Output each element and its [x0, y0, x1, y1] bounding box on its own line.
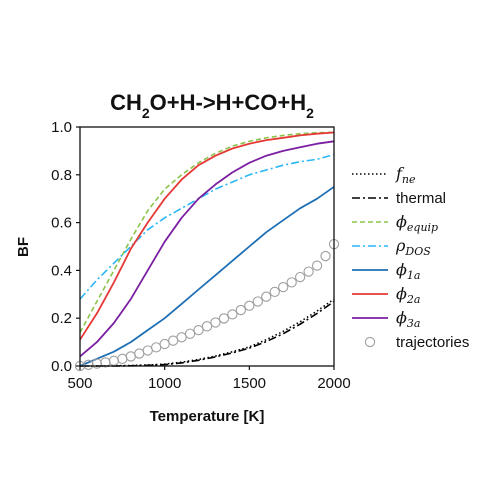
legend-phi_equip-subscript: equip	[407, 221, 438, 234]
x-tick-label: 500	[67, 375, 92, 392]
series-trajectories-point	[269, 286, 280, 298]
y-tick-label: 1.0	[51, 119, 72, 136]
title-sub2: 2	[306, 105, 314, 121]
legend-rho_dos-label: ρDOS	[395, 236, 431, 258]
series-trajectories-point	[218, 313, 230, 324]
y-tick-label: 0.2	[51, 310, 72, 327]
y-tick-label: 0.4	[51, 262, 72, 279]
legend-phi_1a-label: ϕ1a	[396, 260, 420, 282]
y-tick-label: 0.6	[51, 215, 72, 232]
legend-fne-subscript: ne	[402, 173, 416, 186]
series-trajectories-point	[184, 328, 196, 339]
series-trajectories-point	[261, 291, 272, 302]
series-trajectories-point	[83, 359, 94, 370]
x-ticks: 500 1000 1500 2000	[67, 366, 351, 392]
plot-lines	[79, 131, 335, 367]
y-tick-label: 0.8	[51, 167, 72, 184]
legend-trajectories-name: trajectories	[396, 334, 469, 351]
series-trajectories-point	[311, 260, 323, 271]
x-tick-label: 2000	[317, 375, 350, 392]
series-trajectories-point	[91, 358, 103, 369]
series-trajectories-point	[227, 309, 238, 320]
series-trajectories-point	[278, 281, 289, 293]
x-axis-title: Temperature [K]	[150, 408, 265, 425]
series-trajectories-point	[117, 353, 128, 364]
series-phi_equip-line	[79, 131, 335, 333]
series-trajectories-point	[142, 345, 153, 356]
x-tick-label: 1500	[233, 375, 266, 392]
legend-rho_dos-name: ρ	[395, 236, 406, 255]
legend-thermal-label: thermal	[396, 190, 446, 207]
series-phi_1a-line	[79, 186, 335, 367]
series-phi_2a-line	[79, 131, 335, 341]
series-trajectories-point	[235, 304, 247, 316]
legend-fne-label: fne	[395, 164, 416, 186]
legend-phi_1a-name: ϕ	[396, 260, 407, 279]
series-trajectories-point	[294, 271, 306, 283]
series-trajectories-point	[193, 324, 204, 336]
title-prefix: CH	[110, 90, 142, 115]
x-tick-label: 1000	[148, 375, 181, 392]
series-trajectories-point	[320, 250, 331, 262]
series-trajectories-point	[176, 332, 187, 343]
legend-phi_3a-subscript: 3a	[407, 317, 421, 330]
chart-title: CH2O+H->H+CO+H2	[110, 90, 314, 121]
series-trajectories-point	[108, 355, 120, 366]
legend-phi_3a-label: ϕ3a	[396, 308, 420, 330]
legend-phi_2a-label: ϕ2a	[396, 284, 420, 306]
legend-phi_1a-subscript: 1a	[407, 269, 421, 282]
legend-trajectories-marker	[364, 336, 376, 348]
title-sub1: 2	[142, 105, 150, 121]
y-tick-label: 0.0	[51, 358, 72, 375]
legend-phi_2a-name: ϕ	[396, 284, 407, 303]
series-trajectories-point	[303, 266, 314, 277]
series-trajectories-point	[210, 317, 221, 328]
y-ticks: 0.0 0.2 0.4 0.6 0.8 1.0	[51, 119, 80, 375]
legend-phi_2a-subscript: 2a	[406, 293, 421, 306]
legend-thermal-name: thermal	[396, 190, 446, 207]
series-rho_dos-line	[79, 153, 335, 300]
title-middle: O+H->H+CO+H	[150, 90, 307, 115]
legend-trajectories-label: trajectories	[396, 334, 469, 351]
series-phi_3a-line	[79, 140, 335, 358]
series-trajectories-point	[134, 348, 145, 359]
legend: fnethermalϕequipρDOSϕ1aϕ2aϕ3atrajectorie…	[352, 164, 469, 351]
series-trajectories-point	[167, 335, 179, 346]
series-trajectories-point	[159, 338, 170, 350]
legend-phi_3a-name: ϕ	[396, 308, 407, 327]
legend-fne-name: f	[395, 164, 405, 183]
legend-phi_equip-label: ϕequip	[396, 212, 438, 234]
series-trajectories-point	[201, 321, 213, 332]
series-trajectories-point	[252, 296, 263, 307]
plot-frame	[79, 126, 335, 367]
y-axis-title: BF	[15, 237, 32, 257]
legend-phi_equip-name: ϕ	[396, 212, 407, 231]
legend-rho_dos-subscript: DOS	[404, 245, 431, 258]
series-trajectories-point	[286, 277, 297, 288]
series-trajectories-point	[244, 300, 255, 311]
series-trajectories-point	[125, 351, 136, 362]
series-trajectories-point	[151, 342, 162, 353]
